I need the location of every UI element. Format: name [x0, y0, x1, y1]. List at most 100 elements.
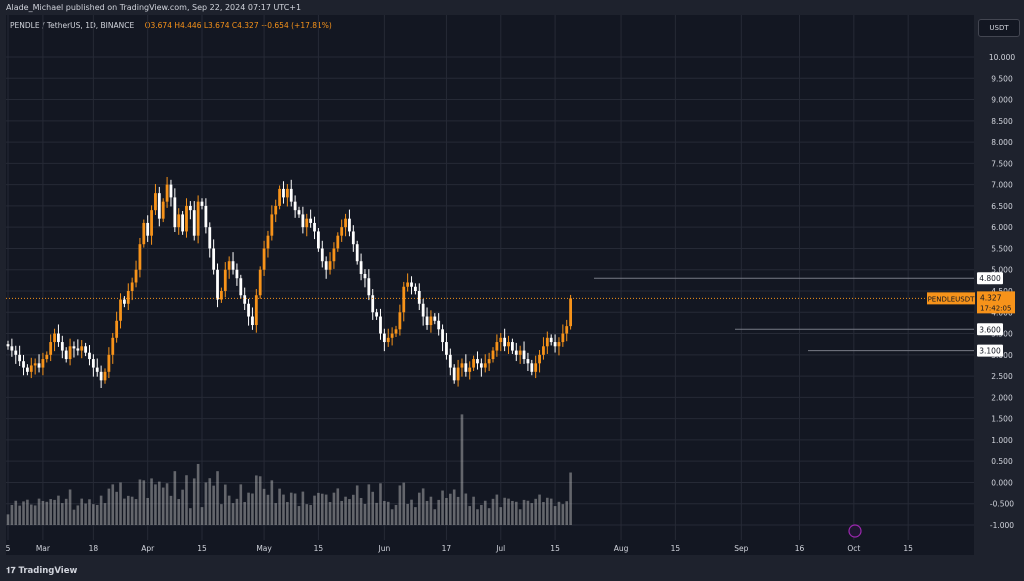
x-tick-label: May	[256, 544, 272, 553]
volume-bar	[348, 499, 351, 525]
candle-body	[293, 201, 297, 211]
candle-body	[254, 295, 258, 326]
candle-body	[503, 337, 507, 347]
currency-button[interactable]: USDT	[978, 19, 1020, 37]
candle-body	[29, 365, 33, 372]
volume-bar	[367, 484, 371, 525]
volume-bar	[449, 493, 452, 525]
volume-bar	[553, 506, 557, 525]
candle-body	[476, 359, 479, 364]
candle-body	[452, 367, 456, 381]
candle-body	[99, 371, 103, 381]
candle-body	[181, 214, 184, 232]
candle-body	[340, 227, 344, 236]
volume-bar	[123, 498, 126, 525]
tv-icon: 𝟏𝟕	[6, 566, 16, 576]
volume-bar	[251, 493, 254, 525]
candle-body	[26, 367, 29, 372]
y-tick-label: 0.500	[991, 457, 1013, 466]
volume-bar	[192, 478, 196, 525]
volume-bar	[305, 504, 309, 525]
volume-bar	[227, 495, 231, 525]
tradingview-logo-text: TradingView	[18, 566, 78, 576]
candle-body	[111, 337, 115, 355]
candle-body	[487, 359, 491, 364]
volume-bar	[344, 496, 347, 525]
y-tick-label: 10.000	[989, 53, 1015, 62]
volume-bar	[107, 488, 111, 525]
candle-body	[173, 197, 177, 228]
volume-bar	[317, 492, 320, 525]
volume-bar	[398, 485, 402, 525]
candle-body	[394, 329, 398, 334]
candle-body	[445, 342, 448, 355]
volume-bar	[88, 499, 91, 525]
candle-body	[472, 359, 475, 368]
volume-bar	[33, 505, 37, 525]
volume-bar	[95, 505, 99, 525]
candle-body	[348, 218, 351, 232]
candle-body	[262, 248, 266, 270]
volume-bar	[460, 414, 464, 525]
price-axis[interactable]	[976, 15, 1024, 555]
x-tick-label: 15	[314, 544, 324, 553]
x-tick-label: Jun	[378, 544, 391, 553]
candle-body	[285, 188, 289, 198]
volume-bar	[289, 492, 293, 525]
volume-bar	[138, 479, 142, 525]
candle-body	[367, 278, 371, 296]
candle-body	[538, 354, 541, 364]
candle-body	[22, 361, 25, 368]
candle-body	[157, 193, 161, 219]
volume-bar	[64, 498, 68, 525]
candle-body	[33, 363, 37, 366]
y-tick-label: 1.000	[991, 436, 1013, 445]
candle-body	[375, 312, 378, 317]
y-tick-label: 5.000	[991, 266, 1013, 275]
candle-body	[227, 261, 231, 270]
volume-bar	[530, 503, 534, 525]
y-tick-label: 8.500	[991, 117, 1013, 126]
x-tick-label: Oct	[847, 544, 860, 553]
y-tick-label: 2.000	[991, 393, 1013, 402]
x-tick-label: 15	[550, 544, 560, 553]
level-label-bg	[977, 272, 1003, 285]
candle-body	[410, 282, 413, 287]
candle-body	[192, 210, 196, 236]
candle-body	[433, 316, 437, 321]
x-tick-label: Mar	[36, 544, 51, 553]
candle-body	[507, 342, 510, 347]
volume-bar	[332, 492, 336, 525]
volume-bar	[111, 484, 115, 525]
volume-bar	[165, 483, 169, 525]
candle-body	[247, 303, 250, 317]
volume-bar	[483, 500, 487, 525]
volume-bar	[480, 505, 483, 525]
y-tick-label: 7.000	[991, 181, 1013, 190]
volume-bar	[491, 498, 495, 525]
candle-body	[545, 337, 549, 347]
volume-bar	[313, 495, 316, 525]
volume-bar	[297, 506, 301, 525]
publisher-line: Alade_Michael published on TradingView.c…	[6, 3, 302, 12]
candle-body	[76, 348, 80, 351]
candle-body	[371, 295, 375, 313]
candle-body	[363, 273, 367, 279]
candle-body	[332, 248, 336, 262]
candle-body	[95, 367, 99, 372]
candle-body	[491, 350, 495, 360]
candle-body	[165, 184, 169, 202]
chart-pane[interactable]	[6, 15, 974, 555]
volume-bar	[437, 499, 440, 525]
y-tick-label: 6.500	[991, 202, 1013, 211]
candle-body	[68, 346, 72, 360]
candle-body	[429, 316, 433, 326]
candle-body	[177, 214, 181, 228]
candle-body	[414, 286, 417, 291]
candle-body	[456, 367, 460, 381]
volume-bar	[394, 505, 398, 525]
volume-bar	[286, 502, 289, 525]
candle-body	[305, 218, 309, 228]
candle-body	[130, 282, 134, 291]
